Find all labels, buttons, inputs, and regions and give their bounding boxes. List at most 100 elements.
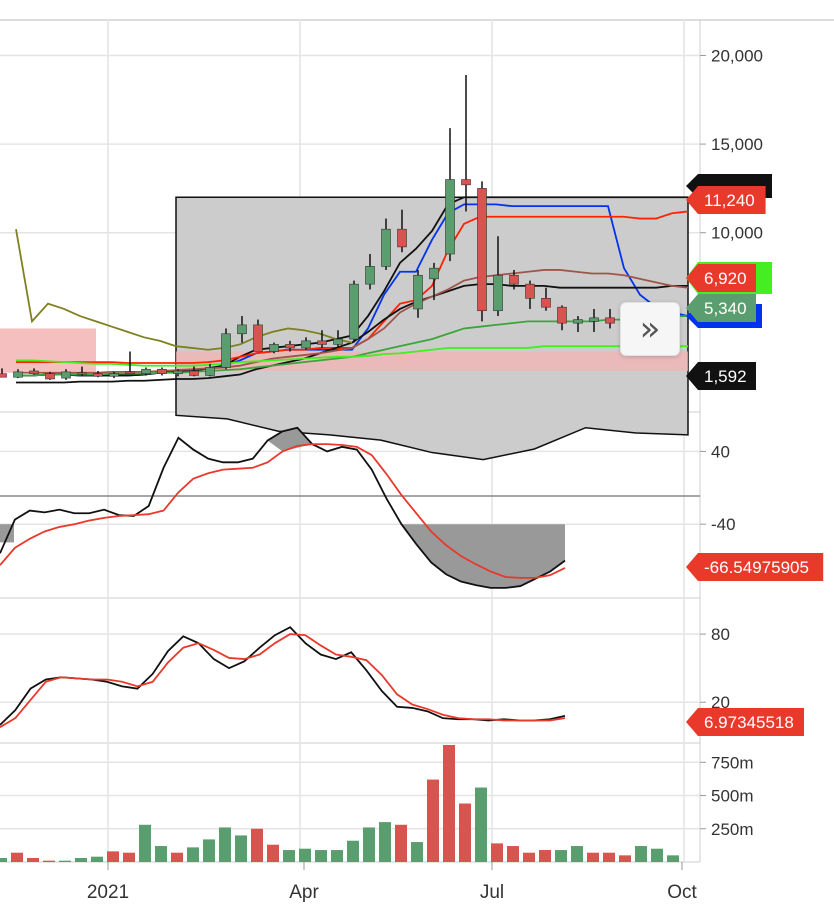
y-tick-label: 500m bbox=[711, 787, 754, 806]
volume-bar bbox=[667, 855, 679, 862]
candle-body bbox=[93, 373, 103, 377]
candle-body bbox=[589, 317, 599, 322]
price-last-value-tag-bg bbox=[686, 362, 756, 390]
candle-body bbox=[605, 317, 615, 324]
volume-bar bbox=[411, 842, 423, 862]
oversold-shade bbox=[386, 524, 565, 588]
candle-body bbox=[269, 344, 279, 352]
volume-bar bbox=[171, 852, 183, 862]
volume-bar bbox=[603, 852, 615, 862]
volume-bar bbox=[459, 803, 471, 862]
y-tick-label: 250m bbox=[711, 820, 754, 839]
price-last-value-tag-bg bbox=[686, 294, 756, 322]
volume-bar bbox=[651, 848, 663, 862]
x-tick-label: Jul bbox=[480, 882, 504, 903]
candle-body bbox=[461, 179, 471, 186]
candle-body bbox=[253, 324, 263, 352]
volume-bar bbox=[219, 827, 231, 862]
volume-bar bbox=[155, 846, 167, 862]
volume-bar bbox=[187, 847, 199, 862]
volume-bar bbox=[475, 787, 487, 862]
candle-body bbox=[205, 367, 215, 376]
volume-bar bbox=[0, 858, 7, 862]
volume-bar bbox=[539, 850, 551, 862]
volume-bar bbox=[443, 745, 455, 862]
candle-body bbox=[413, 274, 423, 310]
y-tick-label: 40 bbox=[711, 442, 730, 461]
oscillator1-last-value-tag-bg bbox=[686, 553, 824, 581]
candle-body bbox=[525, 283, 535, 299]
candle-body bbox=[285, 344, 295, 349]
volume-bar bbox=[11, 852, 23, 862]
ichimoku-cloud-fill bbox=[176, 351, 688, 371]
candle-body bbox=[29, 370, 39, 374]
oscillator1-line-0 bbox=[0, 426, 566, 589]
candle-body bbox=[493, 274, 503, 312]
candle-body bbox=[317, 340, 327, 345]
oscillator1-line-1 bbox=[0, 443, 566, 579]
volume-bar bbox=[235, 835, 247, 862]
candle-body bbox=[573, 319, 583, 324]
candle-body bbox=[61, 371, 71, 379]
volume-bar bbox=[507, 846, 519, 862]
candle-body bbox=[445, 179, 455, 255]
candle-body bbox=[173, 370, 183, 374]
y-tick-label: 10,000 bbox=[711, 224, 763, 243]
volume-bar bbox=[299, 848, 311, 862]
candle-body bbox=[557, 306, 567, 324]
y-tick-label: -40 bbox=[711, 515, 736, 534]
x-tick-label: Oct bbox=[667, 882, 697, 903]
oscillator2-line-0 bbox=[0, 626, 566, 726]
volume-bar bbox=[59, 860, 71, 862]
volume-bar bbox=[75, 858, 87, 862]
scroll-to-latest-button[interactable]: » bbox=[620, 302, 680, 356]
candle-body bbox=[45, 373, 55, 380]
candle-body bbox=[349, 283, 359, 340]
price-last-value-tag-text: 1,592 bbox=[704, 367, 747, 386]
volume-bar bbox=[635, 846, 647, 862]
volume-bar bbox=[203, 839, 215, 862]
double-chevron-right-icon: » bbox=[639, 309, 661, 349]
price-last-value-tag-text: 11,240 bbox=[704, 191, 755, 210]
volume-bar bbox=[379, 822, 391, 862]
candle-body bbox=[189, 370, 199, 376]
y-tick-label: 20,000 bbox=[711, 46, 763, 65]
candle-body bbox=[77, 372, 87, 375]
bollinger-band-fill bbox=[175, 196, 689, 461]
volume-bar bbox=[491, 843, 503, 862]
volume-bar bbox=[283, 850, 295, 862]
candle-body bbox=[429, 267, 439, 280]
x-tick-label: 2021 bbox=[87, 882, 129, 903]
price-overlay-line-6 bbox=[16, 345, 688, 367]
candle-body bbox=[509, 274, 519, 285]
volume-bar bbox=[267, 844, 279, 862]
candle-body bbox=[477, 188, 487, 312]
volume-bar bbox=[395, 824, 407, 862]
price-overlay-line-7 bbox=[15, 229, 353, 351]
y-tick-label: 80 bbox=[711, 625, 730, 644]
candle-body bbox=[157, 368, 167, 374]
volume-bar bbox=[347, 840, 359, 862]
candle-body bbox=[397, 228, 407, 248]
price-last-value-tag-bg bbox=[686, 264, 756, 292]
candle-body bbox=[541, 298, 551, 308]
x-tick-label: Apr bbox=[289, 882, 319, 903]
price-last-value-tag-text: 6,920 bbox=[704, 269, 747, 288]
volume-bar bbox=[139, 824, 151, 862]
volume-bar bbox=[27, 858, 39, 862]
candle-body bbox=[237, 324, 247, 335]
candle-body bbox=[221, 333, 231, 368]
y-tick-label: 750m bbox=[711, 753, 754, 772]
price-last-value-tag-bg bbox=[686, 186, 766, 214]
volume-bar bbox=[555, 850, 567, 862]
volume-bar bbox=[331, 850, 343, 862]
oscillator2-last-value-tag-bg bbox=[686, 708, 804, 736]
volume-bar bbox=[91, 856, 103, 862]
candle-body bbox=[125, 371, 135, 374]
volume-bar bbox=[315, 850, 327, 862]
volume-bar bbox=[363, 827, 375, 862]
volume-bar bbox=[571, 846, 583, 862]
y-tick-label: 15,000 bbox=[711, 135, 763, 154]
volume-bar bbox=[43, 860, 55, 862]
